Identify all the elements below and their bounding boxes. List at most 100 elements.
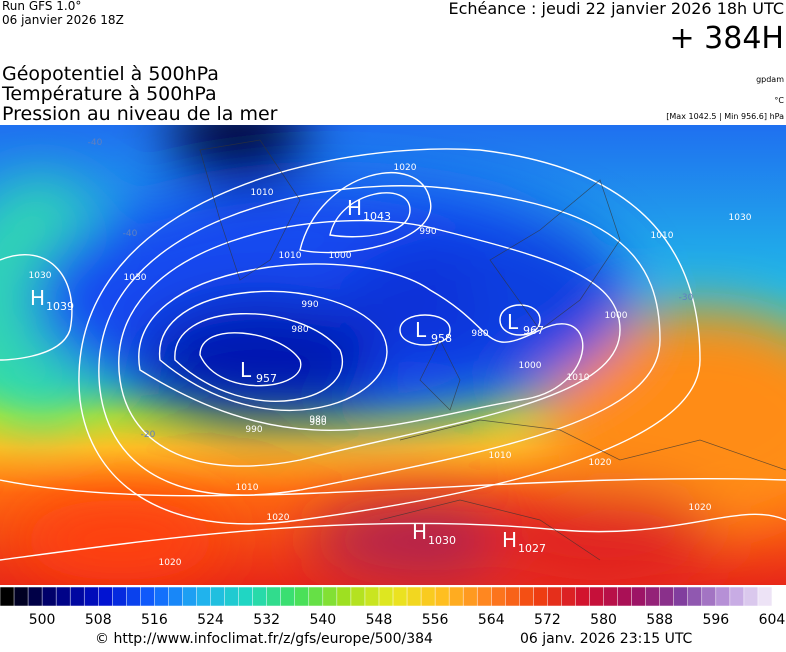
pressure-center-value: 1027 <box>518 542 546 555</box>
contour-label: 1010 <box>489 451 512 461</box>
color-swatch <box>112 586 128 607</box>
color-swatch <box>140 586 156 607</box>
contour-label: 1010 <box>251 188 274 198</box>
pressure-center-value: 958 <box>431 332 452 345</box>
unit: gpdam <box>756 75 784 84</box>
contour-label: 1030 <box>729 213 752 223</box>
color-swatch <box>378 586 394 607</box>
unit: [Max 1042.5 | Min 956.6] hPa <box>666 112 784 121</box>
contour-label: 980 <box>309 418 326 428</box>
color-swatch <box>266 586 282 607</box>
color-swatch <box>603 586 619 607</box>
color-swatch <box>434 586 450 607</box>
contour-label: 1010 <box>567 373 590 383</box>
contour-label: -40 <box>88 138 103 148</box>
color-swatch <box>41 586 57 607</box>
title: Géopotentiel à 500hPa <box>2 63 219 85</box>
color-swatch <box>729 586 745 607</box>
contour-label: 980 <box>309 415 326 425</box>
colorbar-tick-label: 508 <box>85 612 112 628</box>
color-swatch <box>757 586 773 607</box>
title: Pression au niveau de la mer <box>2 103 278 125</box>
source: © http://www.infoclimat.fr/z/gfs/europe/… <box>95 631 433 647</box>
colorbar-tick-label: 596 <box>702 612 729 628</box>
color-swatch <box>294 586 310 607</box>
color-swatch <box>491 586 507 607</box>
contour-label: 1000 <box>329 251 352 261</box>
color-swatch <box>701 586 717 607</box>
pressure-center-letter: H <box>412 520 427 544</box>
color-swatch <box>0 586 15 607</box>
contour-label: -40 <box>123 229 138 239</box>
color-swatch <box>13 586 29 607</box>
color-swatch <box>322 586 338 607</box>
color-swatch <box>715 586 731 607</box>
pressure-center-value: 1043 <box>363 210 391 223</box>
color-swatch <box>350 586 366 607</box>
pressure-center-letter: L <box>240 358 252 382</box>
color-swatch <box>462 586 478 607</box>
color-swatch <box>575 586 591 607</box>
contour-label: 980 <box>471 329 488 339</box>
color-swatch <box>364 586 380 607</box>
pressure-center-letter: H <box>347 196 362 220</box>
colorbar-tick-label: 540 <box>309 612 336 628</box>
color-swatch <box>673 586 689 607</box>
contour-label: 1000 <box>605 311 628 321</box>
contour-label: 990 <box>419 227 436 237</box>
color-swatch <box>280 586 296 607</box>
run: Run GFS 1.0° <box>2 0 81 13</box>
color-swatch <box>519 586 535 607</box>
color-swatch <box>743 586 759 607</box>
contour-label: 990 <box>301 300 318 310</box>
color-swatch <box>659 586 675 607</box>
color-swatch <box>547 586 563 607</box>
contour-label: -30 <box>679 293 694 303</box>
color-swatch <box>224 586 240 607</box>
pressure-center-value: 967 <box>523 324 544 337</box>
color-swatch <box>420 586 436 607</box>
colorbar-tick-label: 556 <box>422 612 449 628</box>
color-swatch <box>392 586 408 607</box>
color-swatch <box>182 586 198 607</box>
contour-label: 1010 <box>279 251 302 261</box>
colorbar-tick-label: 572 <box>534 612 561 628</box>
color-swatch <box>561 586 577 607</box>
issued: 06 janv. 2026 23:15 UTC <box>520 631 693 647</box>
unit: °C <box>774 96 784 105</box>
contour-label: 1020 <box>267 513 290 523</box>
color-swatch <box>126 586 142 607</box>
run-date: 06 janvier 2026 18Z <box>2 13 124 27</box>
color-swatch <box>406 586 422 607</box>
pressure-center-letter: L <box>507 310 519 334</box>
color-swatch <box>645 586 661 607</box>
color-swatch <box>476 586 493 607</box>
contour-label: 1030 <box>29 271 52 281</box>
colorbar-tick-label: 548 <box>366 612 393 628</box>
colorbar-tick-label: 564 <box>478 612 505 628</box>
color-swatch <box>448 586 464 607</box>
color-swatch <box>98 586 114 607</box>
pressure-center-letter: H <box>502 528 517 552</box>
color-swatch <box>308 586 324 607</box>
forecast: Echéance : jeudi 22 janvier 2026 18h UTC <box>448 0 784 18</box>
colorbar-tick-label: 516 <box>141 612 168 628</box>
colorbar-tick-label: 524 <box>197 612 224 628</box>
color-swatch <box>505 586 521 607</box>
contour-label: 1030 <box>124 273 147 283</box>
pressure-center-value: 1039 <box>46 300 74 313</box>
colorbar-tick-label: 532 <box>253 612 280 628</box>
contour-label: 1020 <box>159 558 182 568</box>
color-swatch <box>631 586 647 607</box>
color-swatch <box>533 586 549 607</box>
map <box>0 125 786 585</box>
colorbar-tick-label: 588 <box>646 612 673 628</box>
contour-label: 1020 <box>689 503 712 513</box>
contour-label: -20 <box>141 430 156 440</box>
colorbar-tick-label: 604 <box>759 612 786 628</box>
color-swatch <box>168 586 184 607</box>
pressure-center-value: 957 <box>256 372 277 385</box>
color-swatch <box>55 586 71 607</box>
colorbar-tick-label: 580 <box>590 612 617 628</box>
